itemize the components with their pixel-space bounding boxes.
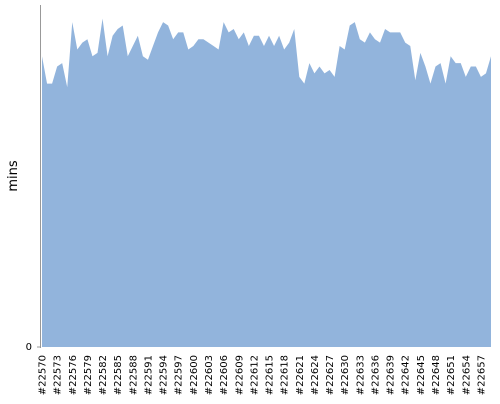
x-tick-label: #22648: [431, 355, 442, 395]
x-tick-label: #22603: [204, 355, 215, 395]
x-tick-label: #22609: [234, 355, 245, 395]
x-tick-label: #22588: [128, 355, 139, 395]
x-tick-label: #22585: [113, 355, 124, 395]
x-tick-label: #22621: [295, 355, 306, 395]
x-tick-label: #22570: [38, 355, 49, 395]
x-tick-label: #22615: [265, 355, 276, 395]
x-tick-label: #22636: [370, 355, 381, 395]
x-tick-label: #22597: [174, 355, 185, 395]
x-tick-label: #22633: [355, 355, 366, 395]
x-tick-label: #22594: [159, 355, 170, 395]
x-tick-label: #22579: [83, 355, 94, 395]
x-tick-label: #22642: [401, 355, 412, 395]
x-tick-label: #22651: [446, 355, 457, 395]
x-tick-label: #22618: [280, 355, 291, 395]
x-tick-label: #22624: [310, 355, 321, 395]
x-tick-label: #22657: [476, 355, 487, 395]
x-tick-label: #22612: [249, 355, 260, 395]
x-tick-label: #22645: [416, 355, 427, 395]
x-tick-label: #22630: [340, 355, 351, 395]
x-tick-label: #22606: [219, 355, 230, 395]
x-tick-label: #22582: [98, 355, 109, 395]
x-tick-label: #22654: [461, 355, 472, 395]
y-axis-label: mins: [6, 160, 21, 192]
x-tick-label: #22627: [325, 355, 336, 395]
x-tick-label: #22573: [53, 355, 64, 395]
area: [42, 18, 491, 348]
x-tick-label: #22639: [386, 355, 397, 395]
x-tick-label: #22600: [189, 355, 200, 395]
x-tick-label: #22591: [143, 355, 154, 395]
y-tick-label: 0: [26, 342, 32, 353]
x-tick-label: #22576: [68, 355, 79, 395]
